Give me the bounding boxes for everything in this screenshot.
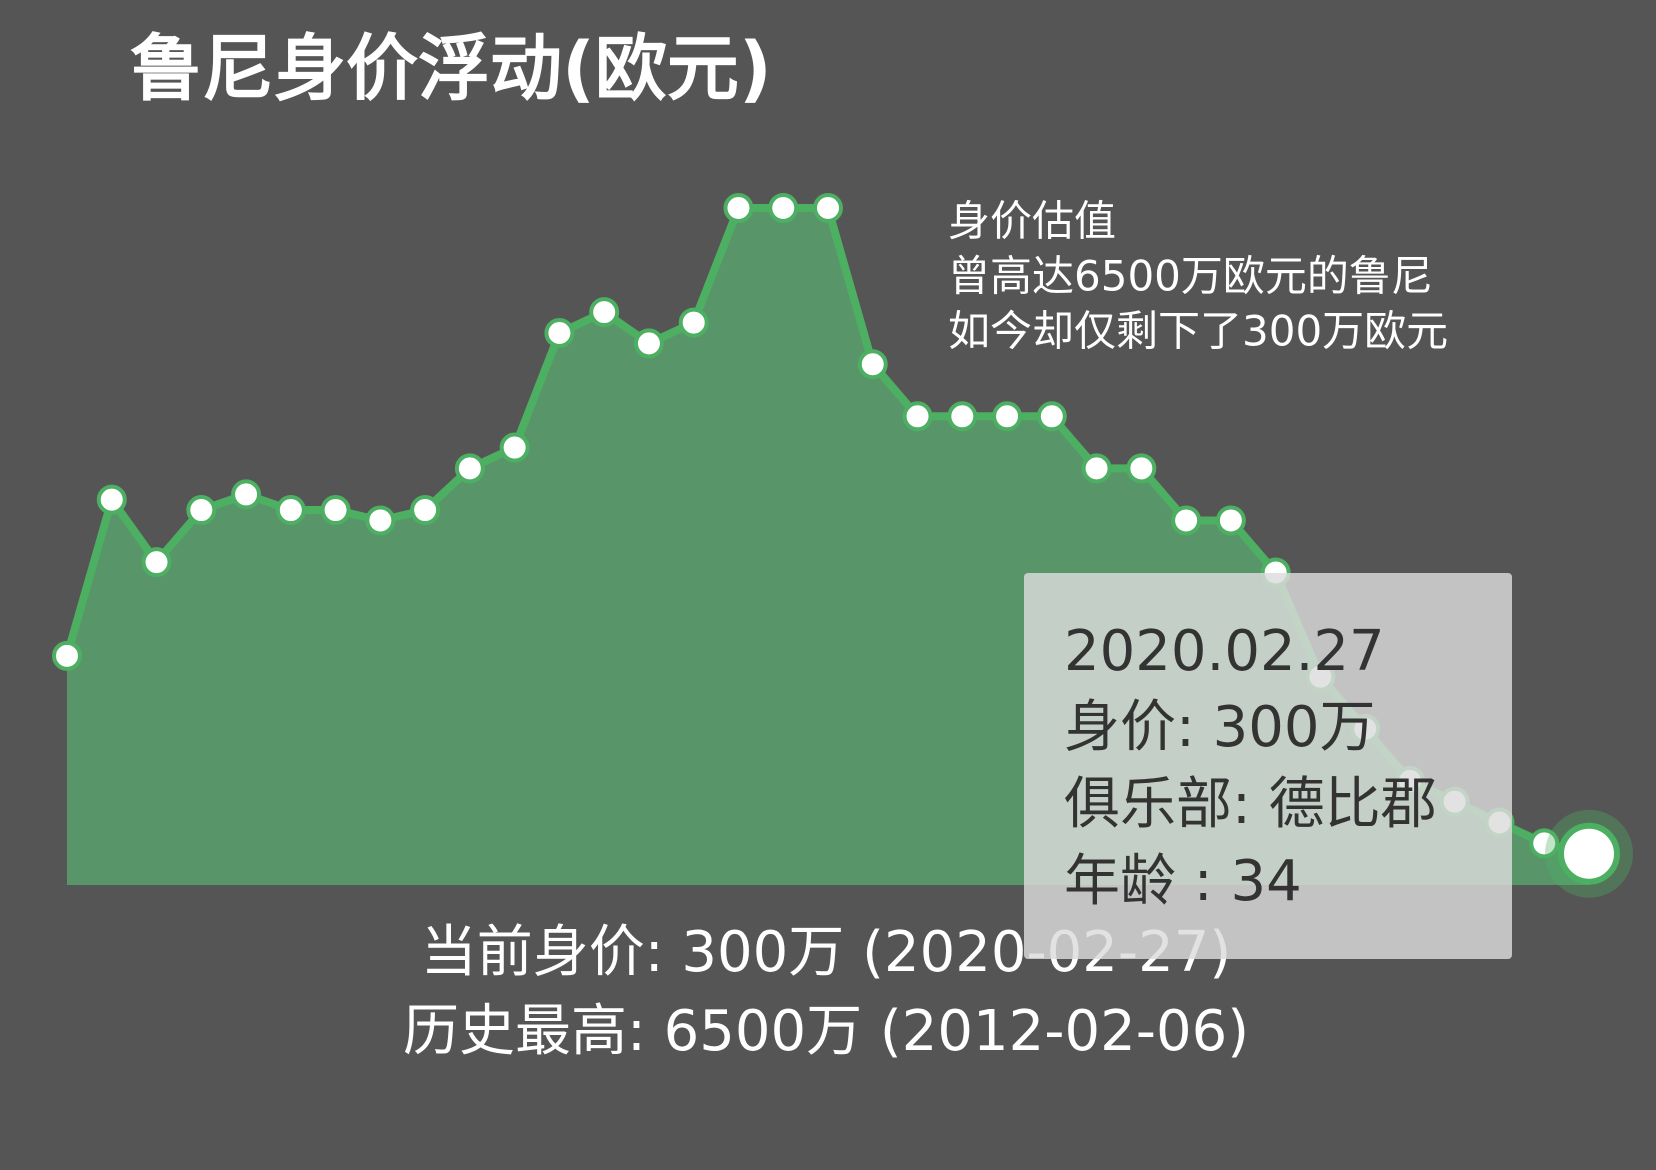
point (723, 193, 754, 223)
point (1036, 401, 1067, 432)
point (813, 193, 843, 223)
point (141, 547, 172, 578)
point (186, 495, 217, 526)
summary: 历史最高: 6500万 (2012-02-06) (403, 999, 1249, 1064)
point (454, 453, 485, 484)
point (1558, 822, 1620, 885)
tooltip-text: 身价: 300万 (1064, 695, 1376, 760)
annotation: 身价估值 (948, 197, 1116, 246)
tooltip: 2020.02.27 身价: 300万 俱乐部: 德比郡 年龄 : 34 (1024, 573, 1512, 959)
point (1529, 828, 1560, 859)
point (231, 479, 262, 510)
point (992, 401, 1023, 432)
point (902, 401, 933, 432)
point (1081, 453, 1112, 484)
point (96, 484, 127, 515)
point (544, 317, 575, 348)
point (499, 432, 530, 463)
point (633, 328, 664, 359)
chart-title: 鲁尼身价浮动(欧元) (130, 27, 772, 111)
point (589, 297, 620, 328)
tooltip-box (1024, 573, 1512, 959)
point (857, 349, 888, 380)
point (410, 495, 441, 526)
point (365, 505, 396, 536)
point (275, 495, 306, 526)
tooltip-text: 2020.02.27 (1064, 619, 1385, 684)
tooltip-text: 年龄 : 34 (1064, 849, 1302, 914)
point (768, 193, 799, 223)
point (320, 495, 351, 526)
annotation: 曾高达6500万欧元的鲁尼 (948, 252, 1433, 301)
tooltip-text: 俱乐部: 德比郡 (1064, 772, 1437, 837)
point (1171, 505, 1202, 536)
point (1215, 505, 1246, 536)
point (678, 307, 709, 338)
point (1126, 453, 1157, 484)
annotation: 如今却仅剩下了300万欧元 (948, 307, 1448, 356)
point (947, 401, 978, 432)
point (52, 640, 82, 671)
